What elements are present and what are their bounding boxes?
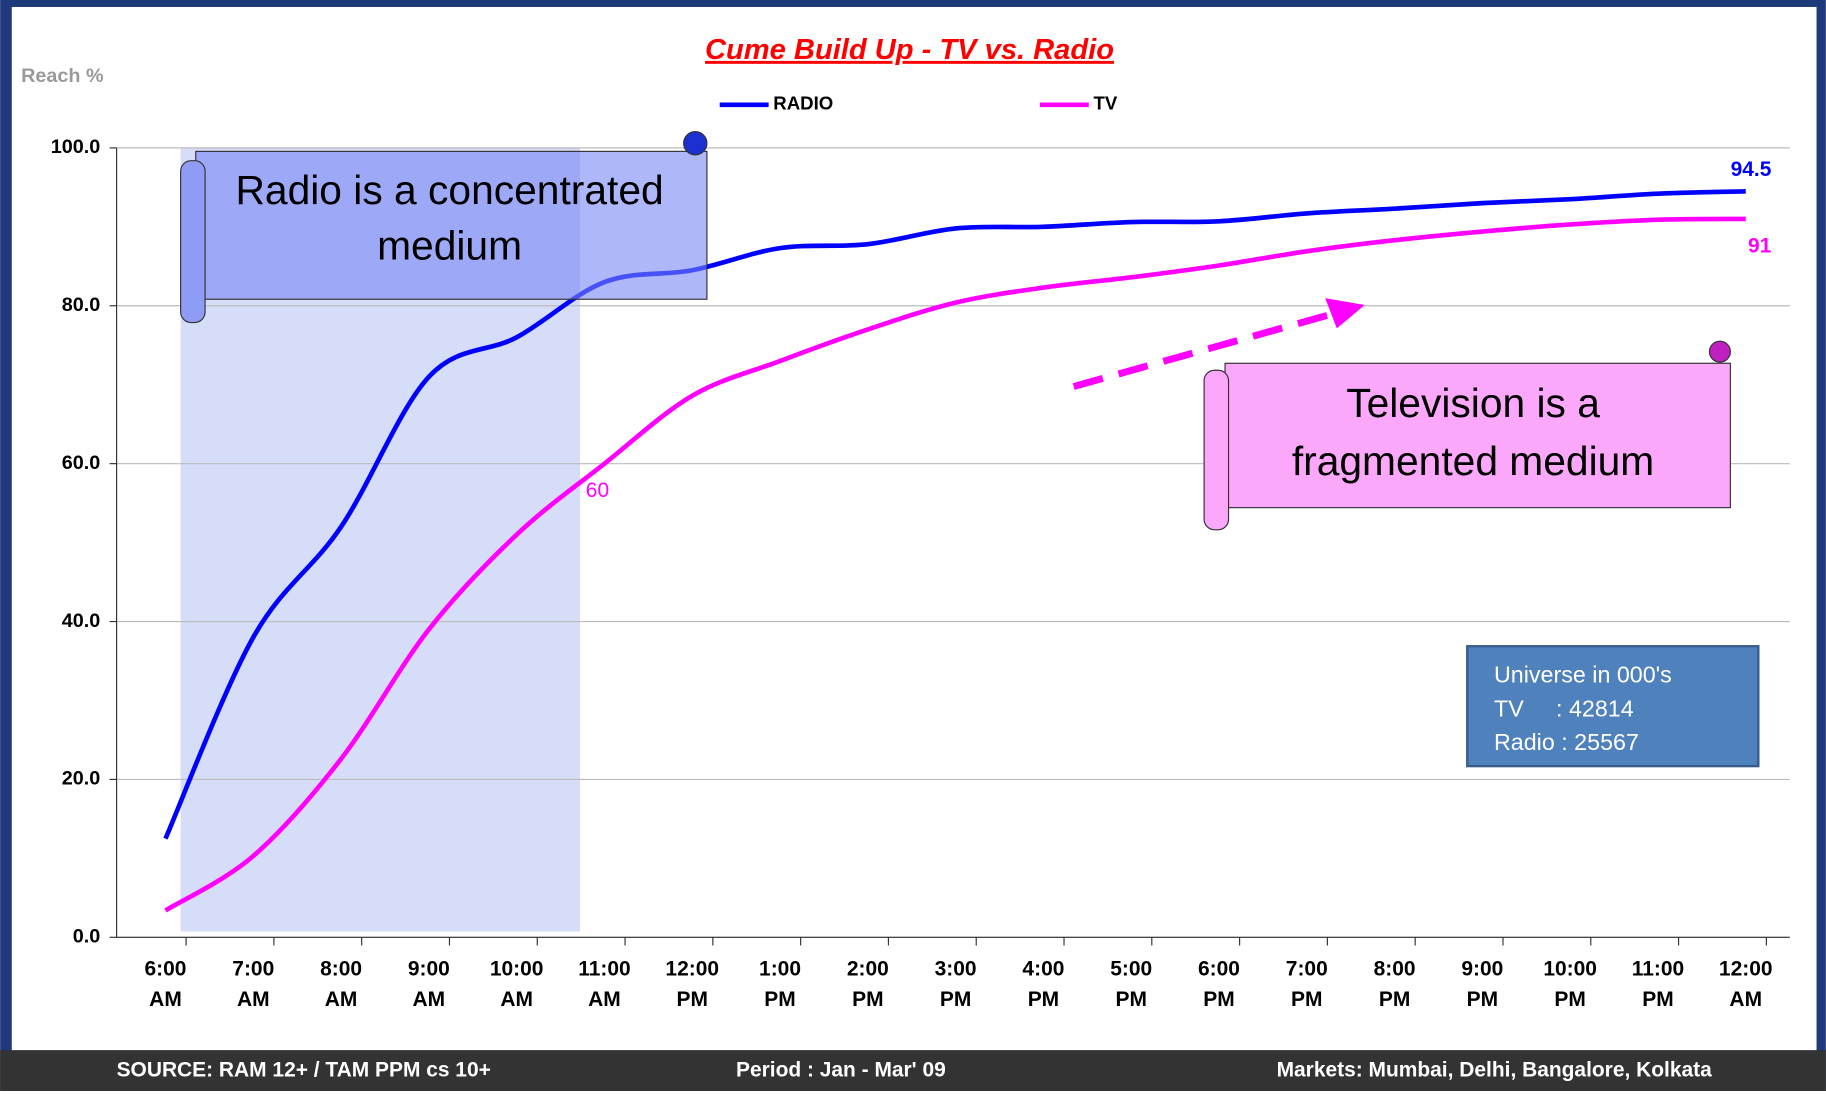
x-tick-label: 8:00 PM: [1373, 957, 1416, 1011]
x-tick-label-box: 9:00 AM: [407, 957, 450, 1011]
x-tick-label: 10:00 PM: [1543, 957, 1597, 1011]
x-tick-label: 8:00 AM: [320, 957, 363, 1011]
y-tick-label: 60.0: [62, 452, 101, 474]
callout-text-box: Radio is a concentrated medium: [235, 167, 664, 269]
x-tick-label: 10:00 AM: [489, 957, 544, 1011]
callout-text-box: Television is a fragmented medium: [1291, 380, 1655, 485]
y-tick-label: 100.0: [51, 136, 101, 158]
x-tick-label: 3:00 PM: [934, 957, 977, 1011]
footer-source: SOURCE: RAM 12+ / TAM PPM cs 10+: [117, 1059, 491, 1082]
x-tick-label-box: 11:00 AM: [578, 957, 631, 1011]
footer-period: Period : Jan - Mar' 09: [736, 1059, 946, 1082]
x-tick-label-box: 8:00 PM: [1373, 957, 1416, 1011]
x-tick-label: 12:00 PM: [665, 957, 720, 1011]
callout-curl: [683, 130, 708, 156]
x-tick-label-box: 7:00 AM: [232, 957, 275, 1011]
x-tick-label: 5:00 PM: [1110, 957, 1153, 1011]
info-line: Radio : 25567: [1494, 729, 1639, 755]
callout-tv: [1224, 362, 1731, 509]
x-tick-label-box: 7:00 PM: [1285, 957, 1328, 1011]
series-line: [164, 216, 1746, 913]
callout-roll: [1203, 369, 1230, 531]
x-tick-label: 11:00 AM: [578, 957, 631, 1011]
x-tick-label: 2:00 PM: [846, 957, 889, 1011]
callout-text: Radio is a concentrated medium: [235, 167, 664, 269]
x-tick-label-box: 10:00 PM: [1543, 957, 1597, 1011]
y-tick-label: 80.0: [62, 294, 101, 316]
x-tick-label: 7:00 AM: [232, 957, 275, 1011]
x-tick-label: 4:00 PM: [1022, 957, 1065, 1011]
series-line: [163, 188, 1746, 840]
x-tick-label: 9:00 AM: [407, 957, 450, 1011]
x-tick-label-box: 2:00 PM: [846, 957, 889, 1011]
x-tick-label-box: 3:00 PM: [934, 957, 977, 1011]
x-tick-label: 1:00 PM: [759, 957, 802, 1011]
x-tick-label-box: 4:00 PM: [1022, 957, 1065, 1011]
x-tick-label-box: 12:00 AM: [1718, 957, 1773, 1011]
x-tick-label: 9:00 PM: [1461, 957, 1504, 1011]
chart-title: Cume Build Up - TV vs. Radio: [705, 34, 1114, 66]
y-tick-label: 0.0: [73, 926, 101, 948]
footer-markets: Markets: Mumbai, Delhi, Bangalore, Kolka…: [1277, 1059, 1712, 1082]
callout-text: Television is a fragmented medium: [1291, 380, 1655, 485]
legend-label: TV: [1093, 93, 1117, 114]
y-tick-label: 20.0: [62, 768, 101, 790]
y-tick-label: 40.0: [62, 610, 101, 632]
x-tick-label: 11:00 PM: [1631, 957, 1685, 1011]
x-tick-label: 12:00 AM: [1718, 957, 1773, 1011]
x-tick-label-box: 6:00 AM: [144, 957, 187, 1011]
info-box: [1466, 645, 1760, 768]
plot: 0.0 20.0 40.0 60.0 80.0 100.0 6:00 AM 7:00 AM 8:…: [51, 93, 1790, 1011]
y-axis-label: Reach %: [21, 65, 104, 87]
x-tick-label-box: 9:00 PM: [1461, 957, 1504, 1011]
x-tick-label-box: 6:00 PM: [1198, 957, 1240, 1011]
arrow-head: [1325, 298, 1365, 329]
overlays: Universe in 000's TV : 42814 Radio : 255…: [180, 130, 1760, 768]
x-tick-label: 6:00 AM: [144, 957, 187, 1011]
footer-bar: [0, 1050, 1826, 1091]
x-tick-label-box: 5:00 PM: [1110, 957, 1153, 1011]
x-tick-label-box: 8:00 AM: [320, 957, 363, 1011]
data-label: 94.5: [1731, 158, 1772, 181]
callout-roll: [180, 160, 206, 324]
x-tick-label: 6:00 PM: [1198, 957, 1240, 1011]
data-label: 60: [586, 479, 609, 502]
info-line: Universe in 000's: [1494, 662, 1672, 688]
info-line: TV : 42814: [1494, 695, 1634, 721]
data-label: 91: [1748, 234, 1772, 257]
callout-curl: [1708, 340, 1731, 363]
x-tick-label-box: 11:00 PM: [1631, 957, 1685, 1011]
legend-label: RADIO: [773, 93, 833, 114]
x-tick-label-box: 10:00 AM: [489, 957, 544, 1011]
x-tick-label-box: 1:00 PM: [759, 957, 802, 1011]
callout-radio: [195, 150, 708, 300]
x-tick-label: 7:00 PM: [1285, 957, 1328, 1011]
x-tick-label-box: 12:00 PM: [665, 957, 720, 1011]
